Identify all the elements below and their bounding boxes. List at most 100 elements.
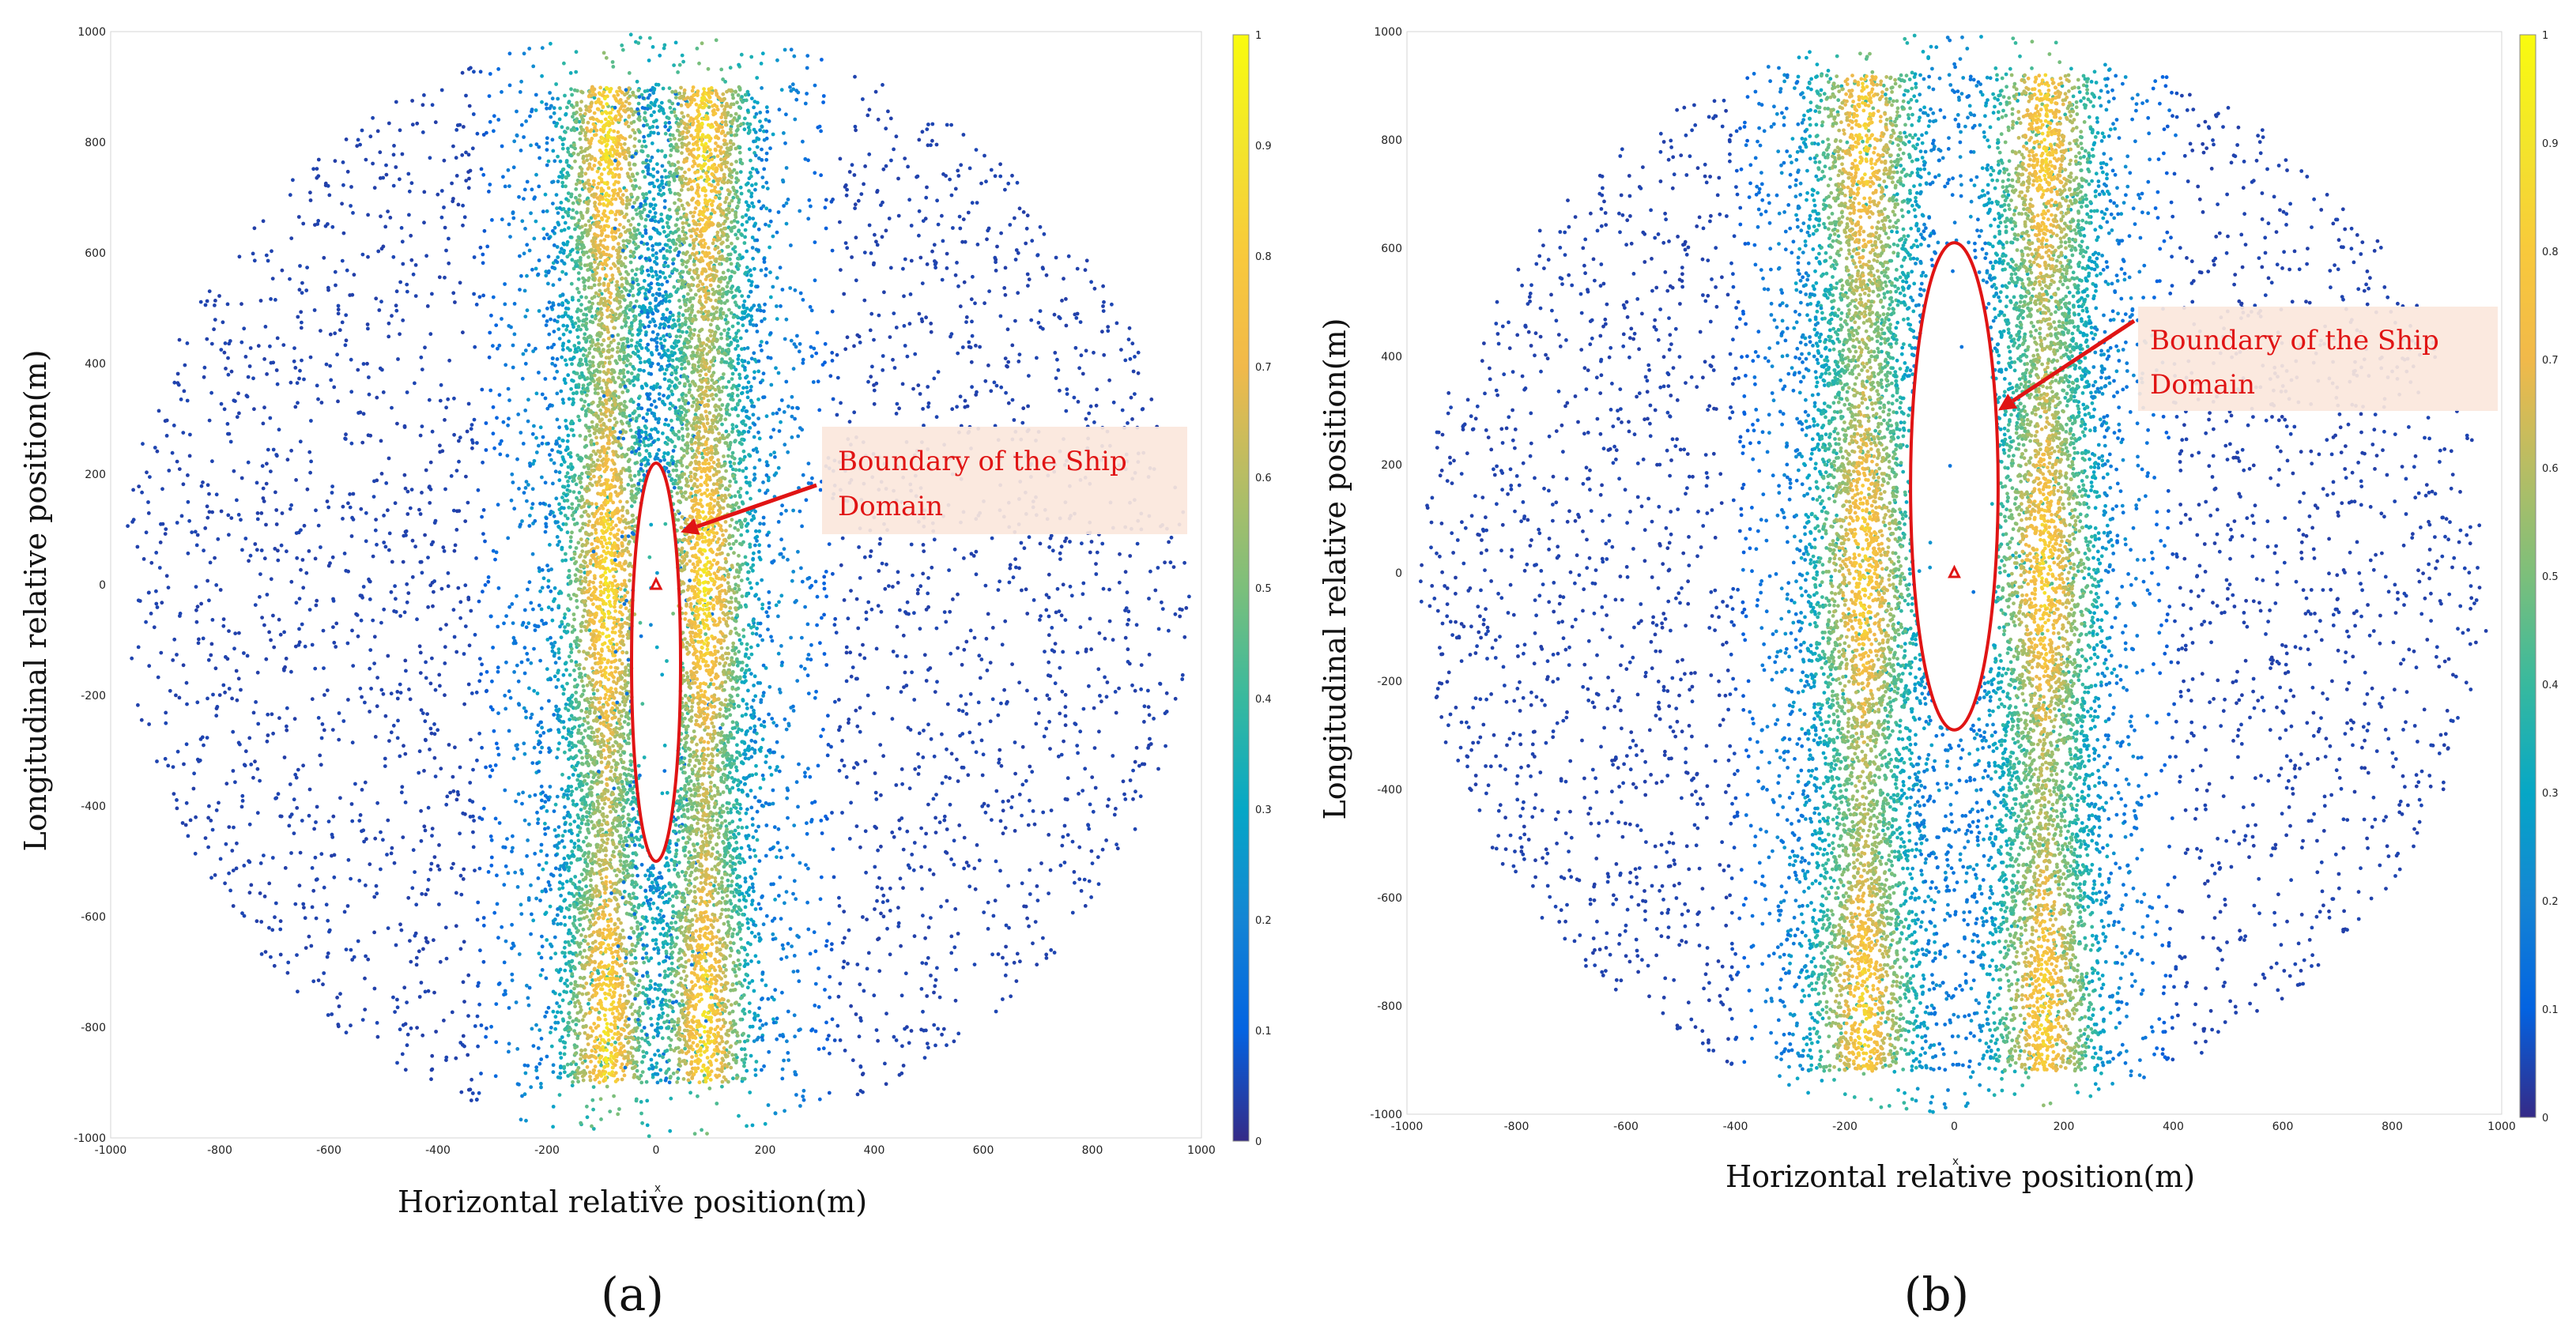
scatter-point-a-3040 xyxy=(960,732,965,736)
scatter-point-a-1829 xyxy=(915,591,920,596)
scatter-point-a-1791 xyxy=(269,638,273,642)
scatter-point-a-3842 xyxy=(417,507,421,512)
scatter-point-a-1184 xyxy=(1079,889,1084,893)
scatter-point-a-2278 xyxy=(867,107,872,112)
scatter-point-a-851 xyxy=(372,495,376,499)
scatter-point-a-3522 xyxy=(263,950,268,954)
scatter-point-a-2583 xyxy=(1123,358,1128,363)
scatter-point-a-2594 xyxy=(740,223,745,227)
scatter-point-a-255 xyxy=(386,926,390,930)
scatter-point-a-2461 xyxy=(1015,180,1020,185)
scatter-point-a-3051 xyxy=(829,947,834,952)
scatter-point-a-1962 xyxy=(251,251,255,256)
scatter-point-a-1862 xyxy=(741,635,746,638)
scatter-point-a-950 xyxy=(353,782,357,786)
scatter-point-a-2317 xyxy=(904,684,909,687)
scatter-point-a-3119 xyxy=(779,593,784,598)
scatter-point-a-1677 xyxy=(960,662,964,667)
scatter-point-a-1979 xyxy=(949,334,952,339)
scatter-point-a-2253 xyxy=(209,819,213,823)
scatter-point-a-2949 xyxy=(314,916,319,921)
scatter-point-a-3205 xyxy=(816,763,820,768)
scatter-point-a-1516 xyxy=(782,131,786,135)
scatter-point-a-2783 xyxy=(790,414,794,419)
scatter-point-a-4429 xyxy=(614,873,619,878)
scatter-point-a-2263 xyxy=(470,1091,475,1095)
scatter-point-a-3997 xyxy=(964,639,969,644)
scatter-point-a-2686 xyxy=(764,105,769,110)
scatter-point-a-527 xyxy=(473,868,477,872)
scatter-point-a-2110 xyxy=(791,970,796,974)
scatter-point-a-1840 xyxy=(1044,956,1049,960)
scatter-point-a-3223 xyxy=(529,661,534,665)
scatter-point-a-2301 xyxy=(253,759,257,764)
scatter-point-a-2914 xyxy=(628,32,633,37)
scatter-point-a-2806 xyxy=(295,556,300,560)
scatter-point-a-3990 xyxy=(849,1004,853,1008)
scatter-point-a-2113 xyxy=(471,767,475,772)
scatter-point-a-3163 xyxy=(803,605,807,609)
scatter-point-a-1861 xyxy=(711,179,716,183)
scatter-point-a-166 xyxy=(878,537,883,541)
scatter-point-a-384 xyxy=(1047,833,1051,837)
scatter-point-a-209 xyxy=(951,226,955,230)
scatter-point-a-2858 xyxy=(375,1034,380,1039)
scatter-point-a-605 xyxy=(801,357,805,362)
scatter-point-a-1685 xyxy=(1003,292,1008,297)
scatter-point-a-1364 xyxy=(922,549,926,553)
scatter-point-a-2647 xyxy=(854,597,859,601)
scatter-point-a-1398 xyxy=(481,916,486,920)
scatter-point-a-3939 xyxy=(368,597,372,601)
scatter-point-a-2245 xyxy=(349,876,353,881)
scatter-point-a-2624 xyxy=(897,818,902,823)
scatter-point-a-2695 xyxy=(537,951,541,955)
scatter-point-a-87 xyxy=(1028,892,1032,896)
scatter-point-a-1602 xyxy=(700,41,704,46)
scatter-point-a-2697 xyxy=(900,382,905,386)
scatter-point-a-1542 xyxy=(207,492,211,496)
scatter-point-a-3232 xyxy=(1112,812,1117,817)
scatter-point-a-4874 xyxy=(667,120,672,125)
scatter-point-a-121 xyxy=(423,533,427,537)
scatter-point-a-338 xyxy=(488,834,493,838)
scatter-point-a-1953 xyxy=(850,1058,855,1063)
scatter-point-a-4063 xyxy=(469,66,473,70)
scatter-point-a-3057 xyxy=(729,546,734,551)
scatter-point-a-654 xyxy=(1160,600,1164,605)
scatter-point-a-1270 xyxy=(488,774,492,778)
scatter-point-a-4688 xyxy=(641,440,646,444)
scatter-point-a-2158 xyxy=(1035,884,1039,888)
scatter-point-a-2847 xyxy=(808,774,813,779)
scatter-point-a-942 xyxy=(867,223,872,228)
scatter-point-a-125 xyxy=(1064,536,1069,541)
scatter-point-a-2727 xyxy=(494,741,499,746)
scatter-point-a-3030 xyxy=(361,362,366,366)
scatter-point-a-4018 xyxy=(956,174,961,178)
scatter-point-a-445 xyxy=(890,717,895,721)
scatter-point-a-1799 xyxy=(222,350,227,355)
scatter-point-a-1345 xyxy=(894,1038,899,1042)
scatter-point-a-2833 xyxy=(360,695,364,699)
scatter-point-a-4094 xyxy=(340,202,344,206)
scatter-point-a-2397 xyxy=(248,346,253,350)
scatter-point-a-3678 xyxy=(1163,711,1167,716)
scatter-point-a-1794 xyxy=(990,818,994,822)
scatter-point-a-2335 xyxy=(843,185,847,189)
scatter-point-a-281 xyxy=(872,711,876,716)
scatter-point-a-3496 xyxy=(175,806,179,811)
scatter-point-a-2205 xyxy=(248,553,253,558)
scatter-point-a-308 xyxy=(1114,710,1118,715)
scatter-point-a-4104 xyxy=(194,815,198,819)
scatter-point-a-54 xyxy=(658,53,662,58)
scatter-point-a-1494 xyxy=(488,705,493,710)
scatter-point-a-2210 xyxy=(207,804,211,808)
scatter-point-a-2441 xyxy=(775,58,779,62)
scatter-point-a-3514 xyxy=(1020,881,1024,886)
scatter-point-a-4871 xyxy=(626,812,631,817)
scatter-point-a-4685 xyxy=(559,201,564,205)
scatter-point-a-1778 xyxy=(760,51,765,56)
scatter-point-a-622 xyxy=(136,645,141,650)
scatter-point-a-1714 xyxy=(358,142,362,147)
scatter-point-a-2603 xyxy=(439,88,444,92)
scatter-point-a-2816 xyxy=(1089,895,1093,899)
